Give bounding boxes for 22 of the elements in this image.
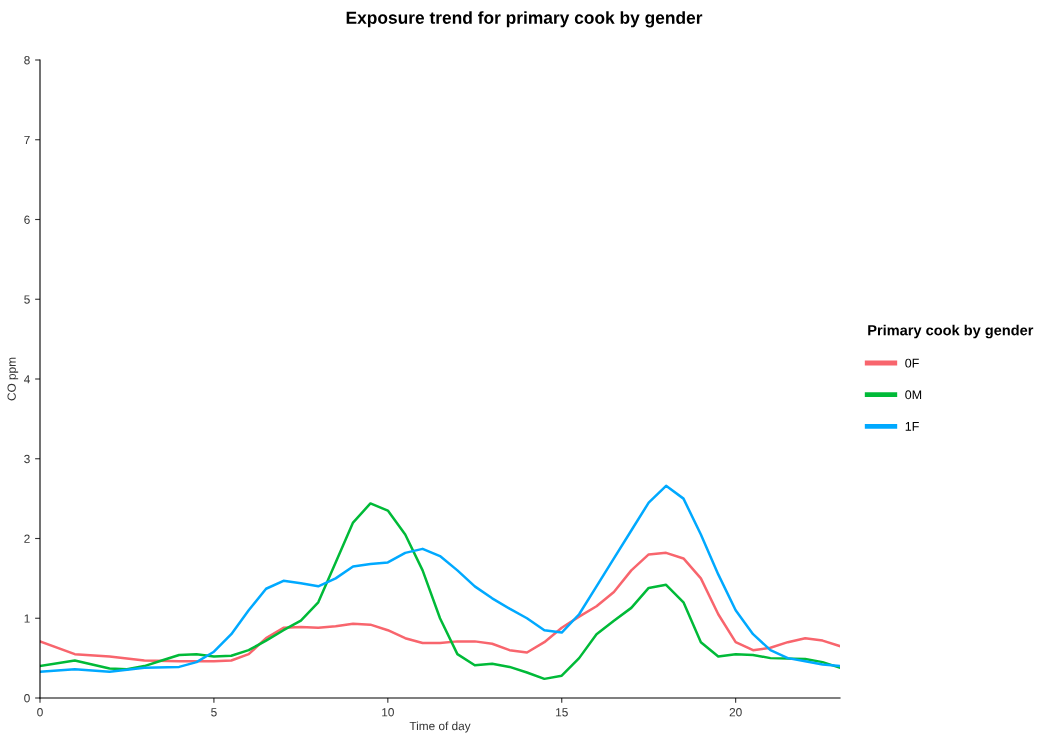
- y-tick-label: 5: [24, 295, 30, 304]
- line-series: [40, 551, 840, 663]
- x-axis-title: Time of day: [409, 721, 471, 733]
- legend-label: 0M: [905, 390, 922, 400]
- legend-label: 1F: [905, 422, 919, 431]
- x-tick-label: 10: [382, 708, 394, 717]
- y-tick-label: 7: [24, 135, 30, 145]
- legend-label: 0F: [905, 358, 919, 368]
- y-tick-label: 2: [24, 534, 30, 543]
- y-tick-label: 3: [24, 454, 30, 464]
- y-tick-label: 6: [24, 215, 30, 224]
- x-tick-label: 5: [211, 708, 217, 717]
- x-tick-label: 20: [729, 708, 742, 717]
- y-tick-label: 4: [23, 375, 30, 384]
- x-tick-label: 15: [556, 708, 568, 717]
- y-axis-title: CO ppm: [7, 357, 19, 401]
- y-tick-label: 0: [24, 694, 30, 703]
- x-tick-label: 0: [37, 708, 43, 717]
- legend-title: Primary cook by gender: [868, 324, 1034, 339]
- y-tick-label: 8: [24, 56, 30, 65]
- y-tick-label: 1: [24, 614, 30, 623]
- chart-title: Exposure trend for primary cook by gender: [346, 11, 703, 28]
